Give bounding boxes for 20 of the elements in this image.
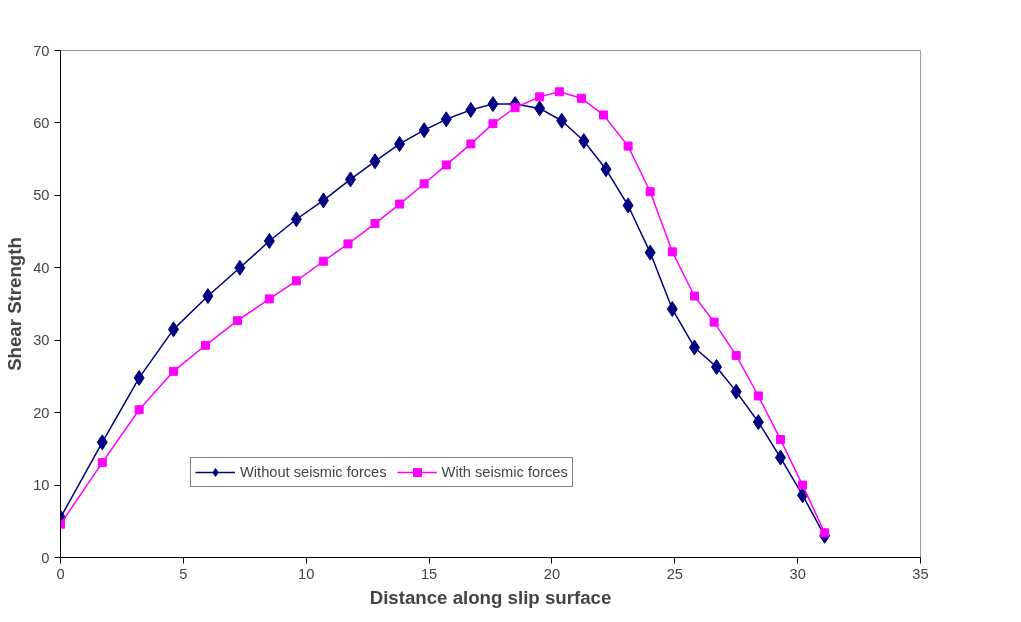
- y-tick-label: 30: [33, 332, 50, 349]
- x-tick-label: 35: [912, 565, 929, 582]
- y-tick-label: 20: [33, 404, 50, 421]
- x-tick-label: 25: [666, 565, 683, 582]
- legend-label: Without seismic forces: [240, 464, 387, 480]
- y-tick-label: 60: [33, 114, 50, 131]
- x-tick-label: 5: [179, 565, 188, 582]
- legend-label: With seismic forces: [441, 464, 568, 480]
- y-axis-title: Shear Strength: [4, 237, 26, 371]
- x-axis-title: Distance along slip surface: [369, 586, 612, 608]
- x-tick-label: 30: [789, 565, 806, 582]
- y-tick-label: 10: [33, 477, 50, 494]
- y-tick-label: 40: [33, 259, 50, 276]
- x-tick-label: 15: [420, 565, 438, 582]
- x-tick-label: 10: [298, 565, 315, 582]
- y-tick-label: 70: [33, 42, 50, 59]
- x-tick-label: 20: [543, 565, 561, 582]
- x-tick-label: 0: [56, 565, 65, 582]
- y-tick-label: 0: [41, 549, 50, 566]
- y-tick-label: 50: [33, 187, 50, 204]
